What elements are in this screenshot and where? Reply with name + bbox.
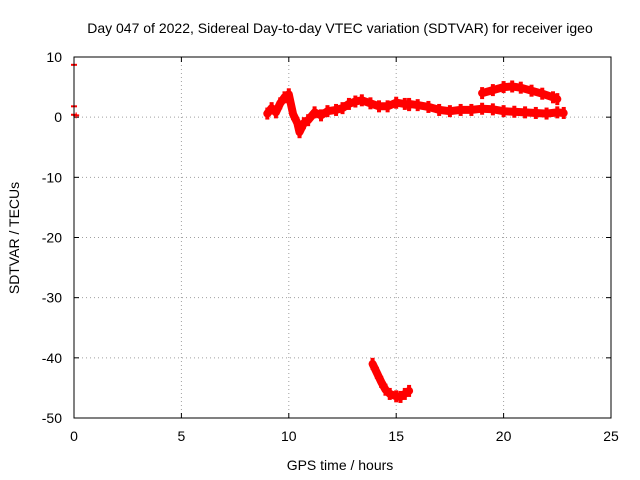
data-point — [394, 390, 399, 403]
data-point — [544, 107, 549, 120]
data-point — [529, 84, 534, 97]
data-point — [269, 102, 274, 115]
x-tick-label: 25 — [603, 428, 619, 444]
data-point — [353, 95, 358, 108]
data-point — [407, 97, 412, 110]
data-point — [480, 102, 485, 115]
data-point — [334, 103, 339, 116]
y-tick-label: -30 — [42, 290, 62, 306]
x-tick-label: 0 — [70, 428, 78, 444]
y-tick-label: -40 — [42, 350, 62, 366]
data-point — [402, 387, 407, 400]
x-axis-label: GPS time / hours — [287, 457, 394, 473]
data-point — [415, 99, 420, 112]
data-point — [523, 106, 528, 119]
data-point — [346, 97, 351, 110]
axis-ticks: 0 5 10 15 20 25 10 0 -10 -20 -30 -40 -50 — [42, 49, 619, 444]
data-point — [480, 87, 485, 100]
data-point — [426, 100, 431, 113]
y-axis-label: SDTVAR / TECUs — [6, 182, 22, 294]
data-series — [71, 61, 568, 403]
data-point — [394, 96, 399, 109]
x-tick-label: 5 — [178, 428, 186, 444]
data-point — [359, 94, 364, 107]
data-point — [297, 126, 302, 139]
data-point — [447, 105, 452, 118]
data-point — [278, 97, 283, 110]
data-point — [540, 87, 545, 100]
data-point — [383, 383, 388, 396]
data-point — [437, 103, 442, 116]
data-point — [490, 84, 495, 97]
data-point — [501, 105, 506, 118]
y-tick-label: -10 — [42, 169, 62, 185]
y-tick-label: -20 — [42, 230, 62, 246]
data-point — [510, 80, 515, 93]
data-point — [325, 105, 330, 118]
data-point — [286, 88, 291, 101]
data-point — [319, 109, 324, 122]
data-point — [555, 93, 560, 106]
y-tick-label: 10 — [46, 49, 62, 65]
data-point — [374, 366, 379, 379]
series-line-track-16-to-23h — [405, 99, 568, 118]
data-point — [561, 106, 566, 119]
data-point — [368, 97, 373, 110]
data-point — [265, 107, 270, 120]
data-point — [402, 97, 407, 110]
x-tick-label: 20 — [496, 428, 512, 444]
data-point — [555, 106, 560, 119]
data-point — [518, 81, 523, 94]
chart-title: Day 047 of 2022, Sidereal Day-to-day VTE… — [87, 20, 593, 36]
data-point — [379, 375, 384, 388]
data-point — [490, 103, 495, 116]
y-tick-label: -50 — [42, 410, 62, 426]
data-point — [469, 103, 474, 116]
data-point — [377, 100, 382, 113]
data-point — [407, 384, 412, 397]
y-tick-label: 0 — [54, 109, 62, 125]
data-point — [312, 106, 317, 119]
data-point — [301, 117, 306, 130]
data-point — [385, 100, 390, 113]
data-point — [370, 357, 375, 370]
data-point — [295, 117, 300, 130]
data-point — [512, 105, 517, 118]
data-point — [291, 108, 296, 121]
data-point — [340, 102, 345, 115]
data-point — [282, 91, 287, 104]
x-tick-label: 15 — [388, 428, 404, 444]
data-point — [398, 390, 403, 403]
data-point — [306, 114, 311, 127]
x-tick-label: 10 — [281, 428, 297, 444]
data-point — [387, 387, 392, 400]
data-point — [273, 106, 278, 119]
data-point — [551, 91, 556, 104]
data-point — [533, 106, 538, 119]
data-point — [501, 81, 506, 94]
plot-frame — [73, 56, 612, 419]
data-point — [458, 103, 463, 116]
grid — [74, 57, 611, 418]
